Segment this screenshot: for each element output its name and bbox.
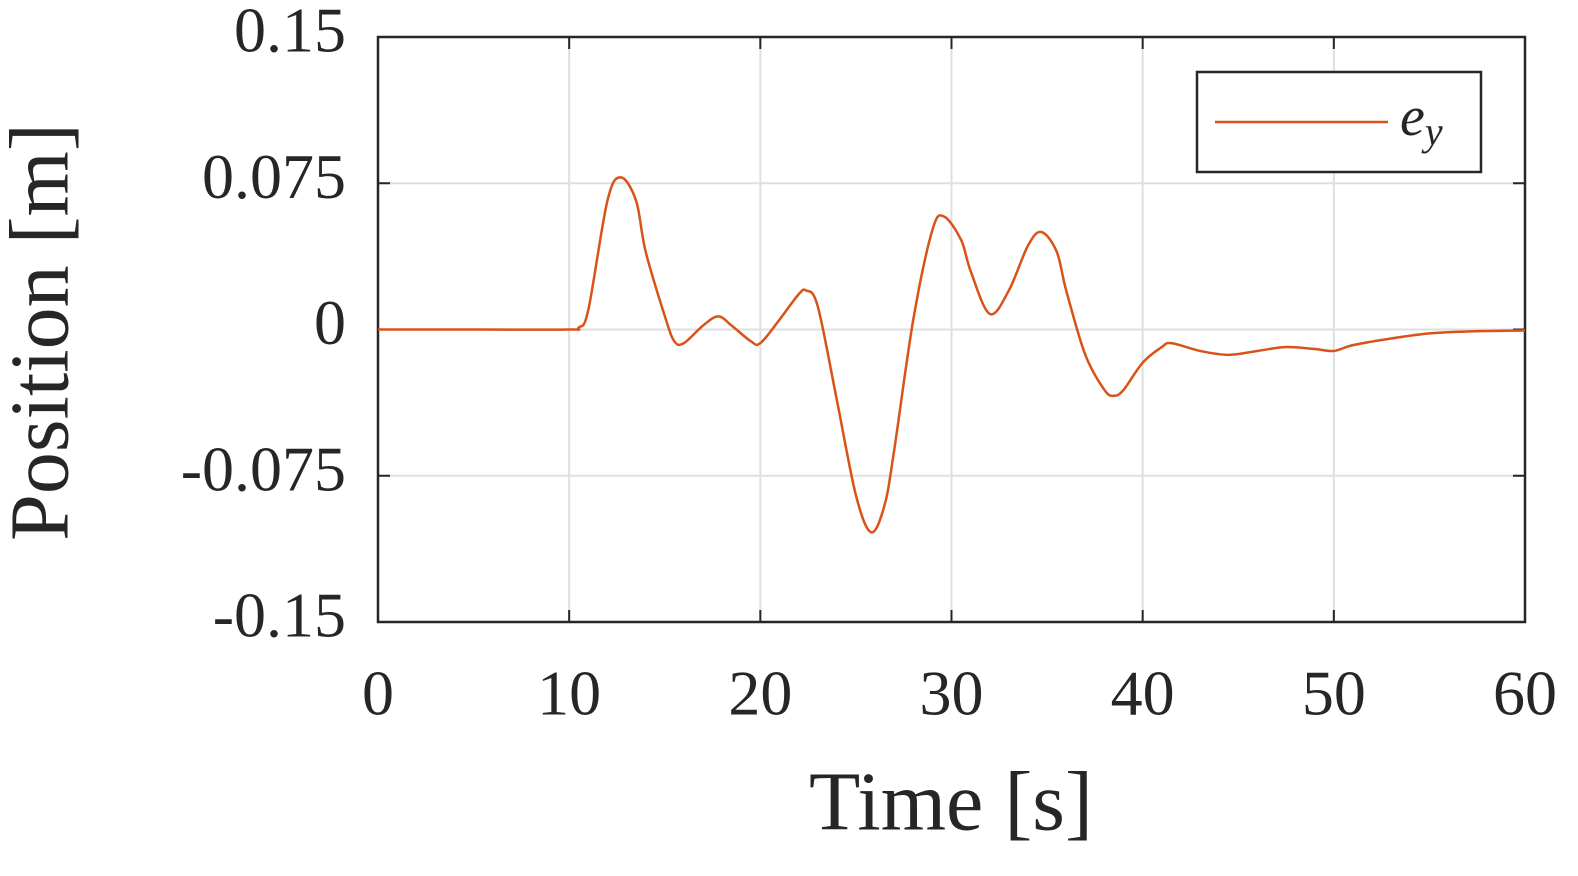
- y-tick-label: 0: [314, 287, 346, 358]
- legend: ey: [1195, 70, 1483, 174]
- x-axis-label: Time [s]: [809, 755, 1093, 848]
- x-tick-label: 30: [920, 658, 984, 729]
- x-tick-label: 0: [362, 658, 394, 729]
- y-tick-label: -0.15: [213, 580, 346, 651]
- y-axis-label: Position [m]: [0, 123, 86, 541]
- legend-label: ey: [1400, 86, 1443, 154]
- x-tick-label: 60: [1493, 658, 1557, 729]
- x-tick-label: 20: [728, 658, 792, 729]
- y-tick-label: 0.075: [202, 141, 346, 212]
- y-tick-label: 0.15: [234, 0, 346, 66]
- series-line: [377, 176, 1526, 534]
- x-tick-label: 50: [1302, 658, 1366, 729]
- y-tick-label: -0.075: [181, 433, 346, 504]
- x-tick-label: 40: [1111, 658, 1175, 729]
- x-tick-label: 10: [537, 658, 601, 729]
